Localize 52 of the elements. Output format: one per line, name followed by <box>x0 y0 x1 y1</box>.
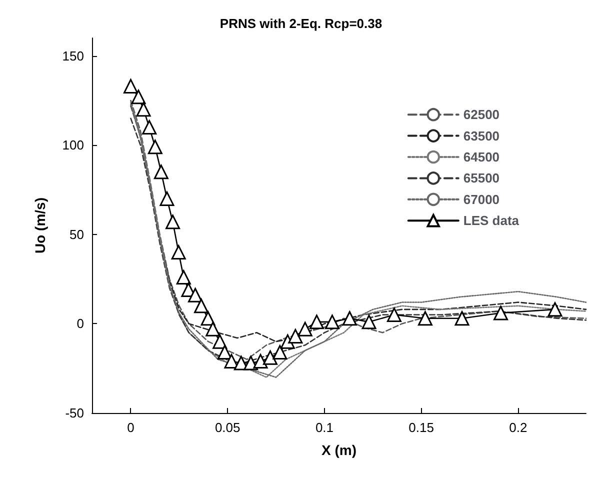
point <box>272 345 288 360</box>
y-axis-title: Uo (m/s) <box>32 198 48 254</box>
point <box>288 328 303 344</box>
point <box>309 314 324 330</box>
legend-label: 65500 <box>463 170 500 186</box>
x-tick-label: 0.2 <box>509 420 528 435</box>
y-tick-label: 100 <box>62 138 84 153</box>
point <box>217 345 232 360</box>
y-tick-label: -50 <box>65 406 84 420</box>
point <box>362 314 376 330</box>
point <box>224 354 239 368</box>
point <box>234 356 248 370</box>
y-tick-label: 50 <box>70 226 84 242</box>
point <box>136 102 151 117</box>
point <box>166 214 180 230</box>
point <box>206 322 220 336</box>
point <box>253 354 268 368</box>
legend-label: 63500 <box>463 128 500 144</box>
point <box>142 120 157 135</box>
y-tick-label: 150 <box>62 48 84 64</box>
point <box>212 334 228 349</box>
legend-label: 62500 <box>463 107 500 122</box>
point <box>123 78 138 94</box>
point <box>280 334 295 349</box>
point <box>176 270 191 285</box>
point <box>418 311 432 326</box>
point <box>548 302 562 317</box>
chart-title: PRNS with 2-Eq. Rcp=0.38 <box>220 16 382 31</box>
point <box>171 245 186 260</box>
x-tick-label: 0.1 <box>315 420 334 435</box>
point <box>194 298 209 314</box>
x-tick-label: 0.05 <box>214 420 240 435</box>
x-tick-label: 0 <box>127 420 134 435</box>
point <box>188 288 203 302</box>
point <box>262 350 278 365</box>
point <box>342 311 357 326</box>
x-axis-title: X (m) <box>322 442 356 458</box>
point <box>386 308 402 322</box>
point <box>454 311 470 326</box>
legend-label: 67000 <box>463 192 500 207</box>
point <box>154 164 168 180</box>
point <box>160 191 174 206</box>
point <box>148 140 162 154</box>
y-tick-label: 0 <box>76 316 84 332</box>
point <box>494 306 508 320</box>
point <box>200 311 216 326</box>
x-tick-label: 0.15 <box>408 420 434 435</box>
legend-label: 64500 <box>463 150 500 164</box>
point <box>324 314 340 330</box>
point <box>298 322 312 336</box>
legend-label: LES data <box>463 213 520 228</box>
point <box>131 90 146 104</box>
